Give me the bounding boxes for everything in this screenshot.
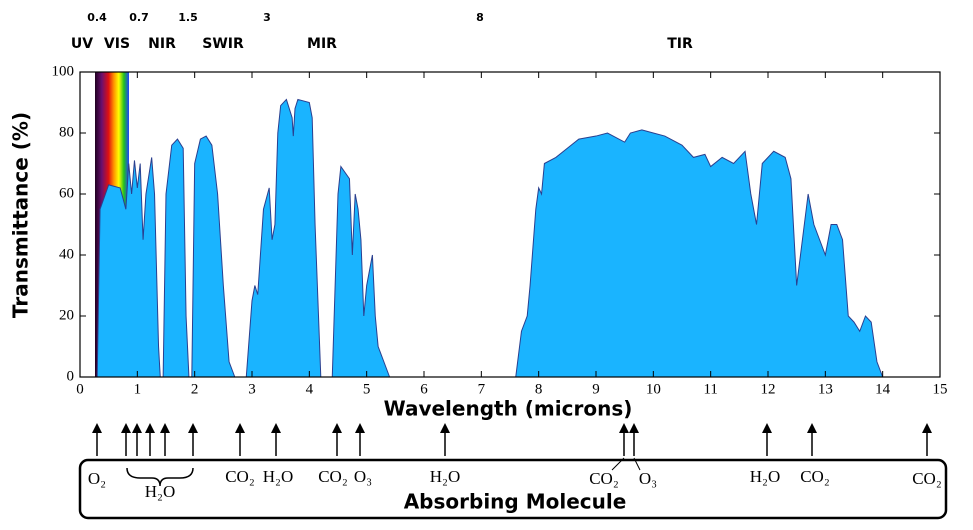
molecule-label: O₂ [88, 469, 106, 488]
molecule-box [78, 458, 948, 520]
band-edge-label: 8 [476, 11, 484, 24]
brace [126, 467, 194, 487]
x-tick-label: 1 [134, 381, 142, 397]
x-tick-label: 0 [76, 381, 84, 397]
band-label: TIR [667, 36, 693, 52]
molecule-label: CO₂ [318, 467, 348, 486]
plot-frame [79, 71, 941, 378]
x-tick-label: 6 [420, 381, 428, 397]
molecule-label: CO₂ [589, 469, 619, 488]
molecule-label: CO₂ [225, 467, 255, 486]
molecule-label: CO₂ [912, 469, 942, 488]
x-tick-label: 8 [535, 381, 543, 397]
band-label: VIS [104, 36, 130, 52]
x-tick-label: 5 [363, 381, 371, 397]
band-label: MIR [307, 36, 337, 52]
band-label: UV [71, 36, 93, 52]
x-tick-label: 9 [592, 381, 600, 397]
molecule-label: O₃ [639, 469, 657, 488]
x-tick-label: 4 [306, 381, 314, 397]
x-tick-label: 13 [818, 381, 833, 397]
y-tick-label: 80 [59, 124, 74, 140]
band-edge-label: 0.7 [129, 11, 149, 24]
transmittance-area [96, 98, 884, 378]
band-label: NIR [148, 36, 176, 52]
x-tick-label: 10 [646, 381, 661, 397]
y-tick-label: 40 [59, 246, 74, 262]
x-tick-label: 3 [248, 381, 256, 397]
y-axis-title: Transmittance (%) [9, 112, 33, 318]
x-axis-title: Wavelength (microns) [384, 397, 633, 421]
x-tick-label: 7 [478, 381, 486, 397]
molecule-label: H₂O [750, 467, 780, 486]
y-tick-label: 100 [52, 63, 75, 79]
x-tick-label: 2 [191, 381, 199, 397]
x-tick-label: 14 [875, 381, 891, 397]
band-edge-label: 3 [263, 11, 271, 24]
band-edge-label: 0.4 [87, 11, 107, 24]
band-label: SWIR [202, 36, 244, 52]
x-tick-label: 15 [933, 381, 948, 397]
molecule-label: CO₂ [800, 467, 830, 486]
x-tick-label: 11 [703, 381, 717, 397]
molecule-label: H₂O [263, 467, 293, 486]
y-tick-label: 60 [59, 185, 74, 201]
molecule-axis-title: Absorbing Molecule [404, 490, 627, 514]
molecule-label: H₂O [145, 482, 175, 501]
y-tick-label: 20 [59, 307, 74, 323]
x-tick-label: 12 [761, 381, 776, 397]
y-tick-label: 0 [67, 368, 75, 384]
connector [611, 457, 641, 471]
molecule-label: O₃ [354, 467, 372, 486]
molecule-label: H₂O [430, 467, 460, 486]
band-edge-label: 1.5 [178, 11, 198, 24]
